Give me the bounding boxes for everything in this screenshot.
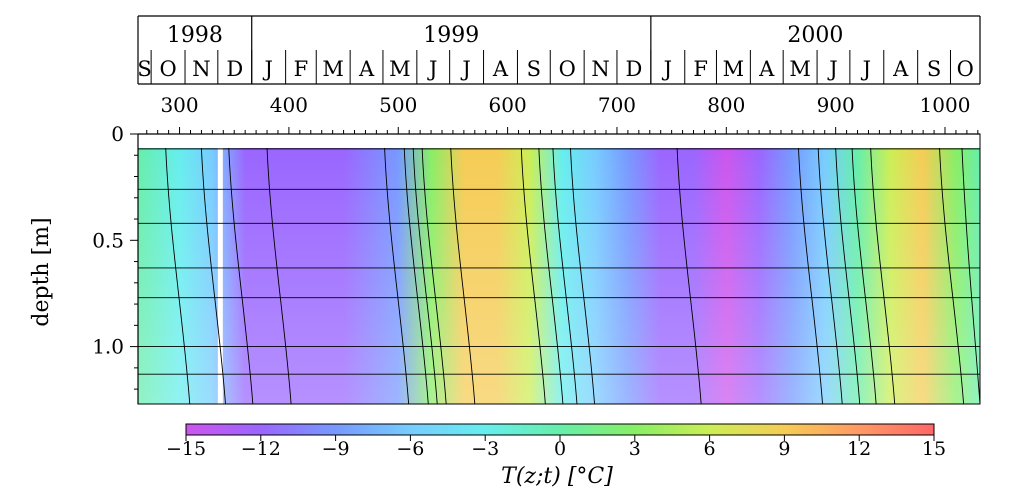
x-tick-label: 400 <box>270 93 308 117</box>
isotherm-contour <box>450 147 476 405</box>
month-label: A <box>492 57 509 81</box>
month-label: N <box>192 57 210 81</box>
isotherm-contour <box>851 147 877 405</box>
month-label: J <box>662 57 672 81</box>
y-tick-label: 0 <box>111 122 124 146</box>
colorbar-tick-label: 9 <box>778 438 790 460</box>
month-label: J <box>861 57 871 81</box>
month-label: F <box>294 57 309 81</box>
colorbar-tick-label: −6 <box>396 438 424 460</box>
colorbar-tick-label: −3 <box>471 438 499 460</box>
isotherm-contour <box>520 147 546 405</box>
month-label: N <box>591 57 609 81</box>
colorbar-tick-label: −15 <box>166 438 206 460</box>
month-label: S <box>137 57 151 81</box>
x-tick-label: 700 <box>598 93 636 117</box>
isotherm-contour <box>835 147 861 405</box>
colorbar-tick-label: −9 <box>322 438 350 460</box>
month-label: M <box>723 57 745 81</box>
month-label: S <box>527 57 541 81</box>
x-tick-label: 500 <box>379 93 417 117</box>
x-tick-label: 300 <box>160 93 198 117</box>
month-label: M <box>322 57 344 81</box>
month-label: O <box>559 57 576 81</box>
month-label: A <box>892 57 909 81</box>
month-label: F <box>693 57 708 81</box>
depth-attenuation <box>138 148 980 404</box>
month-label: M <box>389 57 411 81</box>
month-label: D <box>625 57 642 81</box>
isotherm-contour <box>939 147 965 405</box>
isotherm-contour <box>961 147 981 405</box>
month-label: J <box>827 57 837 81</box>
x-tick-label: 900 <box>817 93 855 117</box>
month-label: M <box>789 57 811 81</box>
colorbar-tick-label: 3 <box>629 438 641 460</box>
isotherm-contour <box>421 147 447 405</box>
month-label: S <box>927 57 941 81</box>
data-gap <box>217 148 223 404</box>
month-label: J <box>427 57 437 81</box>
isotherm-contour <box>266 147 292 405</box>
isotherm-contour <box>403 147 429 405</box>
x-tick-label: 1000 <box>920 93 971 117</box>
plot-area <box>137 133 981 405</box>
month-label: J <box>262 57 272 81</box>
colorbar-tick-label: −12 <box>241 438 281 460</box>
colorbar-label: T(z;t) [°C] <box>501 464 613 489</box>
month-label: D <box>226 57 243 81</box>
isotherm-contour <box>676 147 702 405</box>
colorbar: −15 −12 −9 −6 −3 0 3 6 9 12 15 <box>166 423 946 460</box>
colorbar-rect <box>185 423 935 436</box>
y-axis: 0 0.5 1.0 <box>92 122 139 404</box>
year-label: 2000 <box>787 23 843 48</box>
month-label: A <box>758 57 775 81</box>
y-tick-label: 0.5 <box>92 228 124 252</box>
isotherm-contour <box>552 147 578 405</box>
x-tick-label: 600 <box>489 93 527 117</box>
isotherm-contour <box>570 147 595 405</box>
year-label: 1999 <box>423 23 479 48</box>
month-label: J <box>460 57 470 81</box>
isotherm-contour <box>817 147 843 405</box>
isotherm-contour <box>384 147 410 405</box>
isotherm-contour <box>412 147 438 405</box>
year-label: 1998 <box>167 23 223 48</box>
y-axis-label: depth [m] <box>29 217 54 326</box>
isotherm-contour <box>200 147 226 405</box>
colorbar-tick-label: 6 <box>704 438 716 460</box>
colorbar-tick-label: 12 <box>847 438 871 460</box>
month-label: A <box>358 57 375 81</box>
isotherm-contour <box>538 147 564 405</box>
isotherm-contour <box>228 147 254 405</box>
colorbar-tick-label: 0 <box>554 438 566 460</box>
colorbar-tick-label: 15 <box>922 438 946 460</box>
x-axis: 300 400 500 600 700 800 900 1000 <box>138 93 980 135</box>
month-label: O <box>957 57 974 81</box>
x-tick-label: 800 <box>707 93 745 117</box>
isotherm-contour <box>870 147 896 405</box>
isotherm-contour <box>165 147 191 405</box>
y-tick-label: 1.0 <box>92 335 124 359</box>
month-label: O <box>159 57 176 81</box>
isotherm-contour <box>798 147 823 405</box>
